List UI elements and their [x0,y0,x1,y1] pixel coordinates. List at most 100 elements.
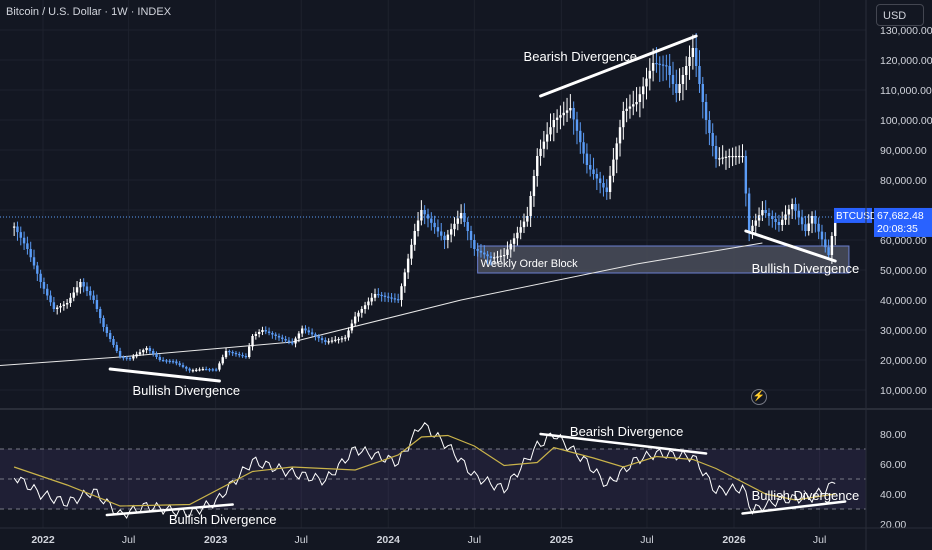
price-axis-label: 10,000.00 [880,385,927,397]
currency-button[interactable]: USD [876,4,924,26]
symbol-tag: BTCUSD [836,211,877,222]
candle-body [221,357,224,364]
candle-body [42,282,46,289]
candle-body [595,174,599,179]
candle-body [688,57,691,66]
last-price-value: 67,682.48 [877,210,924,222]
candle-body [579,130,582,143]
candle-body [661,64,665,66]
candle-body [89,291,92,296]
candle-body [145,348,148,351]
candle-body [469,231,473,240]
candle-body [602,183,605,188]
candle-body [52,302,56,309]
candle-body [363,305,367,309]
candle-body [651,63,655,71]
candle-body [277,336,281,338]
candle-body [453,223,456,230]
candle-body [575,119,579,131]
candle-body [446,234,450,240]
candle-body [304,328,307,331]
candle-body [92,295,95,300]
candle-body [536,156,539,176]
candle-body [19,232,22,238]
candle-body [516,232,519,239]
candle-body [39,273,42,282]
candle-body [589,165,592,170]
candle-body [456,218,459,224]
candle-body [165,360,168,362]
candle-body [148,348,152,351]
candle-body [69,297,72,303]
candle-body [267,331,271,333]
candle-body [155,354,158,357]
candle-body [807,223,810,231]
candle-body [502,255,506,257]
candle-body [794,204,797,211]
candle-body [473,240,476,249]
candle-body [665,65,668,67]
candle-body [635,102,638,105]
candle-body [648,70,652,79]
candle-body [317,336,320,339]
candle-body [598,178,602,183]
candle-body [158,357,162,360]
candle-body [800,217,804,225]
price-axis-label: 20,000.00 [880,355,927,367]
candle-body [416,220,420,231]
candle-body [804,224,807,231]
rsi-axis-label: 60.00 [880,459,906,471]
sma-line [0,242,763,366]
candle-body [721,157,724,159]
candle-body [294,338,297,344]
candle-body [761,210,764,216]
candle-body [105,327,109,333]
candle-body [324,340,327,342]
candle-body [108,333,112,339]
candle-body [433,222,436,228]
candle-body [529,196,532,216]
candle-body [668,66,671,75]
candle-body [340,338,344,340]
candle-body [449,229,453,235]
candle-body [612,159,615,176]
lightning-icon[interactable]: ⚡ [751,389,767,405]
candle-body [261,330,264,332]
candle-body [708,120,711,133]
candle-body [380,294,383,297]
candle-body [592,169,595,174]
candle-body [413,231,416,245]
candle-body [161,360,165,362]
candle-body [36,265,39,274]
candle-body [191,370,195,372]
candle-body [387,296,390,298]
candle-body [476,249,479,251]
candle-body [824,239,827,248]
symbol-tag-bg [834,207,872,223]
candle-body [248,346,251,357]
candle-body [195,369,198,371]
divergence-label-price-2: Bullish Divergence [752,261,860,276]
candle-body [738,156,741,158]
time-axis-label: Jul [813,534,826,546]
candle-body [188,368,191,371]
candle-body [82,282,85,287]
price-axis-label: 110,000.00 [880,85,932,97]
candle-body [479,250,483,253]
candle-body [49,295,52,303]
candle-body [327,341,330,343]
price-axis-label: 80,000.00 [880,175,927,187]
candle-body [559,115,562,118]
candle-body [406,258,410,273]
candle-body [264,330,267,332]
candle-body [443,235,446,240]
candle-body [12,226,16,228]
candle-body [152,351,155,354]
candle-body [526,216,529,222]
price-axis-label: 130,000.00 [880,25,932,37]
divergence-line-rsi-0 [539,432,708,455]
candle-body [198,369,201,371]
candle-body [138,352,142,355]
candle-body [545,134,549,142]
